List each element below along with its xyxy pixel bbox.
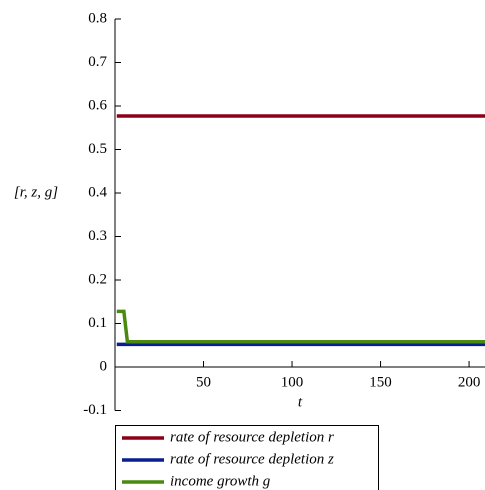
legend-label: income growth g (170, 473, 271, 489)
y-tick-label: 0.2 (88, 271, 107, 287)
y-tick-label: -0.1 (83, 402, 107, 418)
y-tick-label: 0.6 (88, 97, 107, 113)
x-tick-label: 150 (369, 374, 392, 390)
y-tick-label: 0.5 (88, 141, 107, 157)
series-line (116, 309, 485, 344)
y-tick-label: 0.4 (88, 184, 107, 200)
y-axis-label: [r, z, g] (14, 184, 58, 200)
legend-label: rate of resource depletion z (170, 451, 334, 467)
y-tick-label: 0.3 (88, 228, 107, 244)
x-tick-label: 100 (281, 374, 304, 390)
y-tick-label: 0.7 (88, 54, 107, 70)
x-tick-label: 200 (458, 374, 481, 390)
y-tick-label: 0 (100, 358, 108, 374)
x-tick-label: 50 (196, 374, 211, 390)
x-axis-label: t (298, 394, 303, 410)
legend-label: rate of resource depletion r (170, 429, 334, 445)
y-tick-label: 0.8 (88, 10, 107, 26)
y-tick-label: 0.1 (88, 315, 107, 331)
